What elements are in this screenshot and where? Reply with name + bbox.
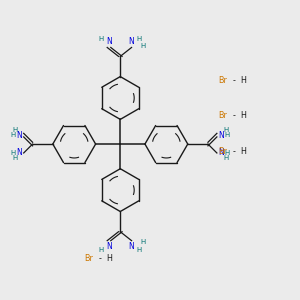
Text: N: N (129, 242, 134, 251)
Text: N: N (218, 148, 224, 158)
Text: H: H (240, 111, 246, 120)
Text: H: H (99, 247, 104, 253)
Text: H: H (137, 247, 142, 253)
Text: H: H (13, 127, 18, 133)
Text: N: N (17, 130, 22, 140)
Text: N: N (17, 148, 22, 158)
Text: H: H (137, 35, 142, 41)
Text: Br: Br (218, 111, 227, 120)
Text: H: H (11, 132, 16, 138)
Text: N: N (106, 242, 112, 251)
Text: H: H (99, 35, 104, 41)
Text: H: H (140, 239, 146, 245)
Text: H: H (140, 43, 146, 49)
Text: -: - (232, 76, 236, 85)
Text: -: - (232, 147, 236, 156)
Text: H: H (224, 155, 229, 161)
Text: N: N (218, 130, 224, 140)
Text: N: N (129, 37, 134, 46)
Text: Br: Br (85, 254, 94, 263)
Text: H: H (240, 76, 246, 85)
Text: -: - (232, 111, 236, 120)
Text: N: N (106, 37, 112, 46)
Text: H: H (11, 150, 16, 156)
Text: Br: Br (218, 76, 227, 85)
Text: H: H (225, 132, 230, 138)
Text: H: H (240, 147, 246, 156)
Text: H: H (225, 150, 230, 156)
Text: H: H (106, 254, 112, 263)
Text: -: - (99, 254, 102, 263)
Text: H: H (13, 155, 18, 161)
Text: H: H (224, 127, 229, 133)
Text: Br: Br (218, 147, 227, 156)
